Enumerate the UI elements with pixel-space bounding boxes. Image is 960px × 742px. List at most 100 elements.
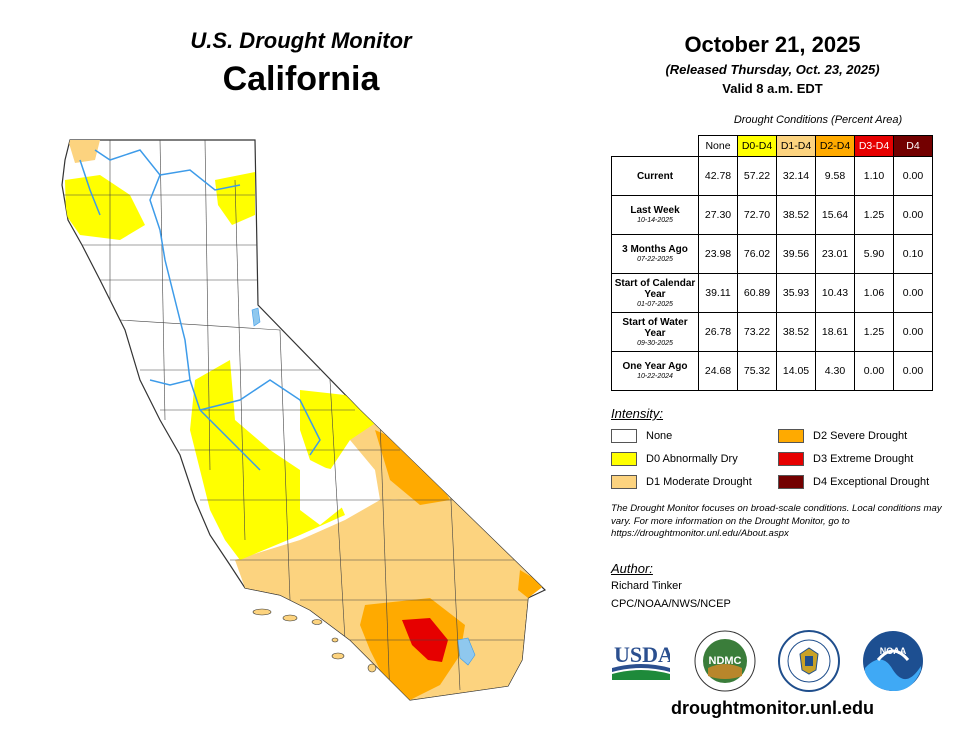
table-corner (611, 135, 699, 157)
table-caption: Drought Conditions (Percent Area) (733, 114, 903, 126)
table-cell: 0.00 (893, 351, 933, 391)
table-col-header: D0-D4 (737, 135, 777, 157)
table-cell: 26.78 (698, 312, 738, 352)
table-cell: 0.10 (893, 234, 933, 274)
table-cell: 18.61 (815, 312, 855, 352)
row-date: 09-30-2025 (637, 339, 673, 347)
table-col-header: D4 (893, 135, 933, 157)
table-cell: 1.10 (854, 156, 894, 196)
row-label: One Year Ago 10-22-2024 (611, 351, 699, 391)
ndmc-logo: NDMC (694, 630, 756, 692)
d2-region-east (375, 430, 450, 505)
rivers (79, 149, 321, 471)
legend-label: D4 Exceptional Drought (813, 476, 930, 488)
legend-swatch (611, 429, 637, 443)
table-cell: 35.93 (776, 273, 816, 313)
table-cell: 76.02 (737, 234, 777, 274)
table-cell: 0.00 (854, 351, 894, 391)
state-title: California (222, 60, 380, 98)
channel-islands (252, 608, 377, 673)
table-cell: 1.06 (854, 273, 894, 313)
legend-label: D1 Moderate Drought (646, 476, 752, 488)
drought-map (50, 130, 570, 710)
row-date: 07-22-2025 (637, 256, 673, 263)
row-date: 10-22-2024 (637, 373, 673, 380)
drought-conditions-table: None D0-D4 D1-D4 D2-D4 D3-D4 D4 Current 42.78 5… (611, 135, 933, 391)
legend-item: D0 Abnormally Dry (611, 451, 738, 467)
table-cell: 14.05 (776, 351, 816, 391)
table-cell: 1.25 (854, 312, 894, 352)
usda-logo: USDA (612, 636, 674, 682)
row-label-text: Start of Water Year (622, 316, 688, 339)
report-date: October 21, 2025 (684, 32, 861, 57)
row-label-text: 3 Months Ago (622, 244, 688, 255)
valid-time: Valid 8 a.m. EDT (722, 81, 823, 96)
table-cell: 38.52 (776, 312, 816, 352)
legend-label: D3 Extreme Drought (813, 453, 914, 465)
row-date: 10-14-2025 (637, 217, 673, 224)
table-row: 3 Months Ago 07-22-2025 23.98 76.02 39.56 23.… (611, 234, 933, 274)
d0-region-northeast (215, 172, 255, 225)
release-note: (Released Thursday, Oct. 23, 2025) (665, 62, 880, 77)
legend-label: D0 Abnormally Dry (646, 453, 738, 465)
legend-swatch (778, 452, 804, 466)
row-label-text: One Year Ago (622, 361, 688, 372)
table-cell: 15.64 (815, 195, 855, 235)
table-cell: 9.58 (815, 156, 855, 196)
d0-region-north (65, 175, 145, 240)
table-cell: 39.11 (698, 273, 738, 313)
row-label: Last Week 10-14-2025 (611, 195, 699, 235)
legend-heading: Intensity: (611, 406, 664, 421)
author-heading: Author: (611, 561, 653, 576)
legend-label: None (646, 430, 673, 442)
table-cell: 5.90 (854, 234, 894, 274)
table-cell: 73.22 (737, 312, 777, 352)
author-org: CPC/NOAA/NWS/NCEP (611, 598, 731, 610)
website-link[interactable]: droughtmonitor.unl.edu (671, 698, 874, 718)
none-pocket (300, 462, 345, 525)
usda-logo-text: USDA (614, 642, 670, 667)
table-cell: 23.98 (698, 234, 738, 274)
ndmc-logo-text: NDMC (709, 655, 742, 667)
legend-item: None (611, 428, 672, 444)
author-name: Richard Tinker (611, 580, 682, 592)
legend-item: D4 Exceptional Drought (778, 474, 929, 490)
noaa-logo-text: NOAA (880, 646, 907, 656)
legend-label: D2 Severe Drought (813, 430, 908, 442)
row-label-text: Current (636, 170, 674, 182)
table-cell: 4.30 (815, 351, 855, 391)
table-row: One Year Ago 10-22-2024 24.68 75.32 14.05 4.3… (611, 351, 933, 391)
legend-swatch (611, 475, 637, 489)
d2-region-far-east (518, 570, 545, 598)
table-cell: 0.00 (893, 195, 933, 235)
table-col-header: None (698, 135, 738, 157)
disclaimer-note: The Drought Monitor focuses on broad-sca… (611, 503, 942, 539)
table-row: Start of Water Year 09-30-2025 26.78 73.22 3… (611, 312, 933, 352)
noaa-logo: NOAA (862, 630, 924, 692)
d1-region-north-tip (68, 140, 100, 163)
table-cell: 60.89 (737, 273, 777, 313)
row-label-text: Last Week (630, 205, 680, 216)
legend-item: D2 Severe Drought (778, 428, 907, 444)
table-row: Current 42.78 57.22 32.14 9.58 1.10 0.00 (611, 156, 933, 196)
product-title: U.S. Drought Monitor (190, 28, 412, 53)
table-cell: 32.14 (776, 156, 816, 196)
table-cell: 27.30 (698, 195, 738, 235)
legend-swatch (611, 452, 637, 466)
table-cell: 1.25 (854, 195, 894, 235)
row-label: Current (611, 156, 699, 196)
legend-swatch (778, 429, 804, 443)
table-row: Start of Calendar Year 01-07-2025 39.11 60.… (611, 273, 933, 313)
table-cell: 72.70 (737, 195, 777, 235)
row-label: 3 Months Ago 07-22-2025 (611, 234, 699, 274)
table-cell: 10.43 (815, 273, 855, 313)
table-cell: 75.32 (737, 351, 777, 391)
table-col-header: D2-D4 (815, 135, 855, 157)
salton-sea (457, 637, 476, 666)
legend-item: D1 Moderate Drought (611, 474, 752, 490)
row-label: Start of Water Year 09-30-2025 (611, 312, 699, 352)
table-col-header: D3-D4 (854, 135, 894, 157)
table-col-header: D1-D4 (776, 135, 816, 157)
row-label: Start of Calendar Year 01-07-2025 (611, 273, 699, 313)
table-cell: 24.68 (698, 351, 738, 391)
